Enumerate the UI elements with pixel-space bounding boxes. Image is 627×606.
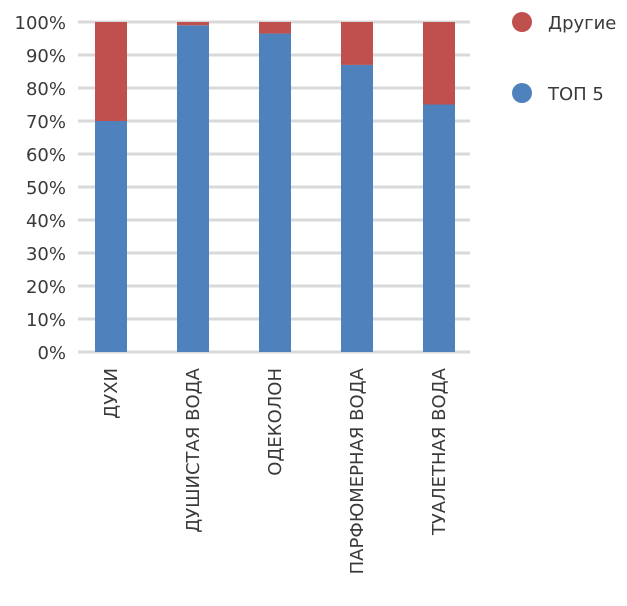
bar-segment bbox=[177, 25, 209, 353]
y-tick-label: 100% bbox=[15, 13, 66, 34]
x-category-label: ДУХИ bbox=[101, 368, 122, 419]
bar-segment bbox=[259, 22, 291, 34]
bar-segment bbox=[95, 22, 127, 121]
y-tick-label: 30% bbox=[26, 244, 66, 265]
x-category-label: ДУШИСТАЯ ВОДА bbox=[183, 367, 204, 532]
bar-segment bbox=[423, 104, 455, 352]
bar-segment bbox=[259, 33, 291, 353]
bar-segment bbox=[95, 121, 127, 352]
y-tick-label: 10% bbox=[26, 310, 66, 331]
bar-segment bbox=[341, 64, 373, 353]
legend-swatch-other bbox=[512, 12, 532, 32]
y-tick-label: 40% bbox=[26, 211, 66, 232]
y-tick-label: 50% bbox=[26, 178, 66, 199]
y-tick-label: 90% bbox=[26, 46, 66, 67]
legend-item-other[interactable]: Другие bbox=[512, 12, 616, 34]
y-tick-label: 0% bbox=[37, 343, 66, 364]
bar-segment bbox=[177, 22, 209, 26]
x-category-label: ОДЕКОЛОН bbox=[265, 368, 286, 476]
x-axis: ДУХИ ДУШИСТАЯ ВОДА ОДЕКОЛОН ПАРФЮМЕРНАЯ ВОД… bbox=[101, 367, 450, 574]
y-axis: 0% 10% 20% 30% 40% 50% 60% 70% 80% 90% 100% bbox=[15, 13, 66, 364]
legend-label-top5: ТОП 5 bbox=[547, 84, 604, 105]
legend-label-other: Другие bbox=[548, 13, 616, 34]
y-tick-label: 60% bbox=[26, 145, 66, 166]
legend: Другие ТОП 5 bbox=[512, 12, 616, 105]
bar-segment bbox=[423, 22, 455, 105]
y-tick-label: 20% bbox=[26, 277, 66, 298]
legend-swatch-top5 bbox=[512, 83, 532, 103]
legend-item-top5[interactable]: ТОП 5 bbox=[512, 83, 604, 105]
bars bbox=[95, 22, 455, 353]
bar-segment bbox=[341, 22, 373, 65]
x-category-label: ПАРФЮМЕРНАЯ ВОДА bbox=[347, 367, 368, 574]
y-tick-label: 80% bbox=[26, 79, 66, 100]
x-category-label: ТУАЛЕТНАЯ ВОДА bbox=[429, 367, 450, 536]
y-tick-label: 70% bbox=[26, 112, 66, 133]
